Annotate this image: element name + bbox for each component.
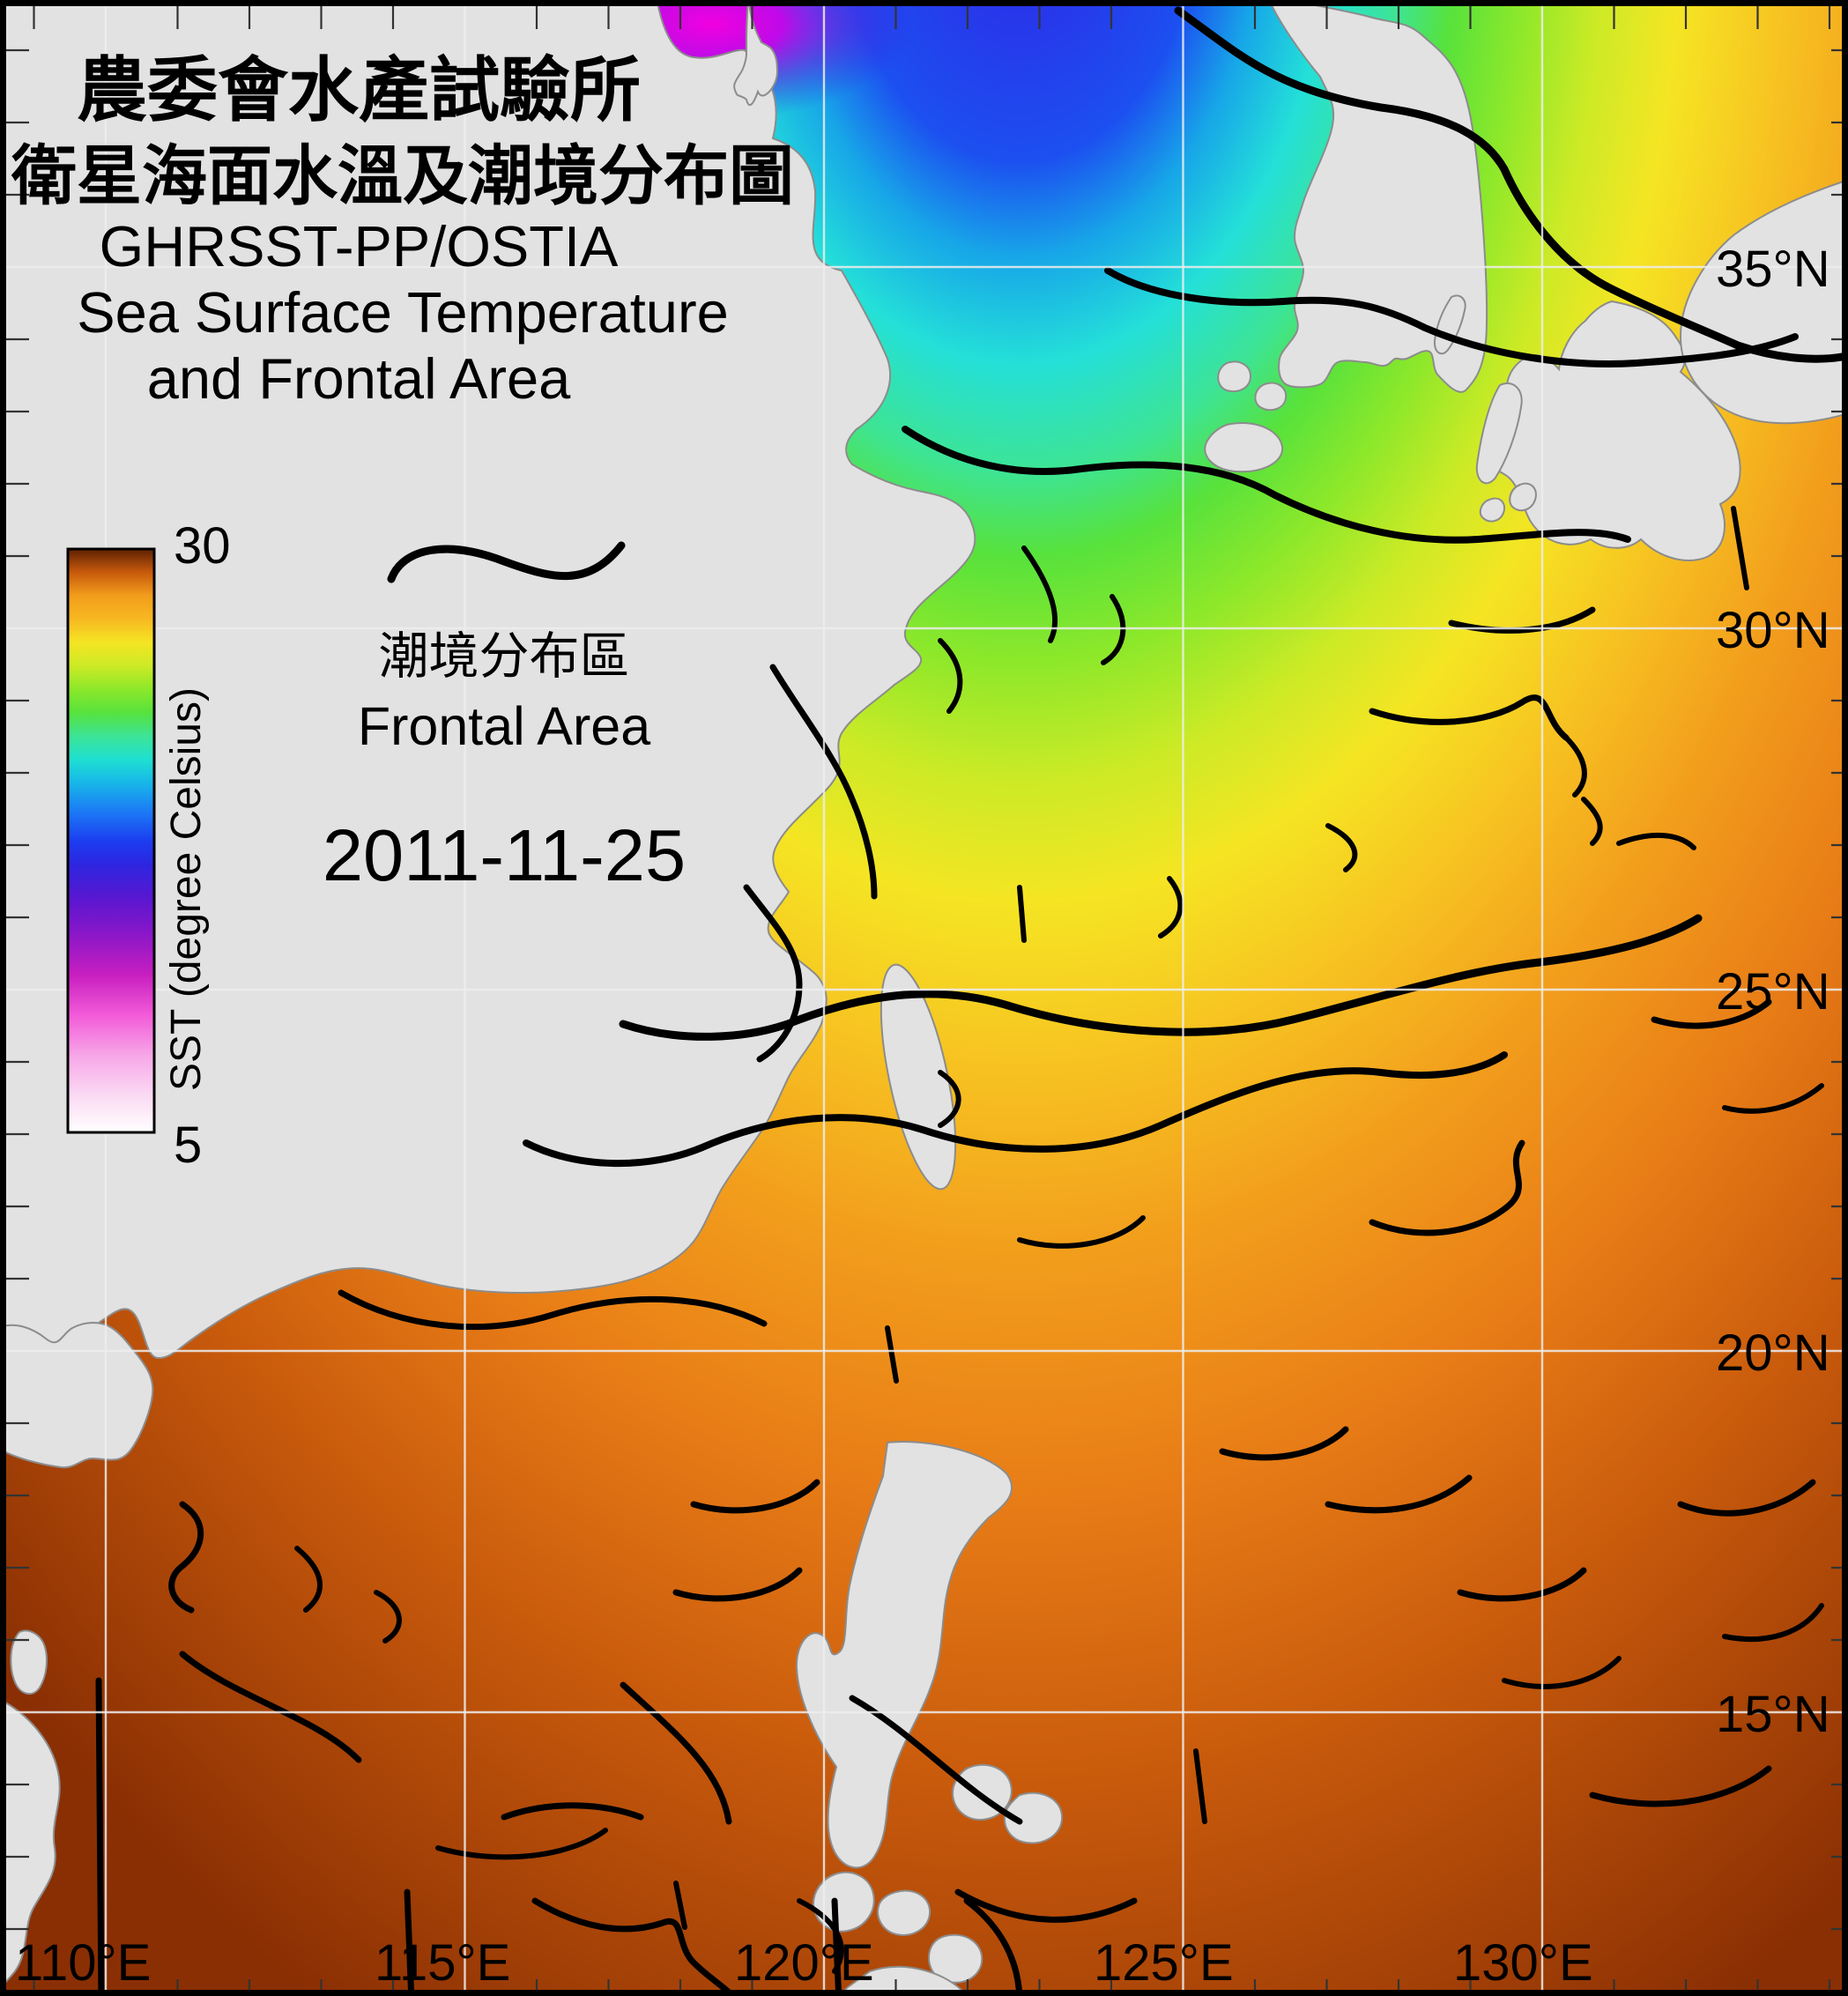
svg-text:GHRSST-PP/OSTIA: GHRSST-PP/OSTIA	[100, 214, 619, 278]
svg-text:20°N: 20°N	[1716, 1324, 1830, 1382]
svg-text:衛星海面水溫及潮境分布圖: 衛星海面水溫及潮境分布圖	[11, 139, 794, 212]
svg-text:130°E: 130°E	[1453, 1934, 1593, 1992]
svg-text:115°E: 115°E	[375, 1934, 510, 1992]
svg-text:120°E: 120°E	[734, 1934, 874, 1992]
svg-text:農委會水產試驗所: 農委會水產試驗所	[77, 51, 641, 130]
svg-text:110°E: 110°E	[15, 1934, 151, 1992]
svg-text:Sea Surface Temperature: Sea Surface Temperature	[77, 280, 729, 345]
svg-text:and Frontal Area: and Frontal Area	[147, 346, 571, 411]
svg-text:15°N: 15°N	[1716, 1686, 1830, 1743]
svg-text:30: 30	[174, 517, 231, 575]
svg-text:30°N: 30°N	[1716, 602, 1830, 659]
svg-text:35°N: 35°N	[1716, 241, 1830, 298]
svg-text:2011-11-25: 2011-11-25	[323, 814, 686, 896]
svg-text:5: 5	[174, 1117, 202, 1174]
svg-text:125°E: 125°E	[1094, 1934, 1234, 1992]
svg-text:潮境分布區: 潮境分布區	[379, 628, 630, 685]
svg-text:Frontal Area: Frontal Area	[358, 696, 650, 756]
svg-text:25°N: 25°N	[1716, 963, 1830, 1020]
svg-text:SST (degree Celsius): SST (degree Celsius)	[163, 687, 210, 1091]
